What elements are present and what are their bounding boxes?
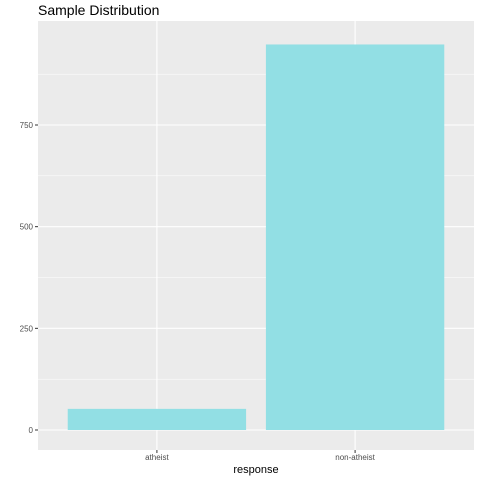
x-tick-label: atheist [145, 453, 169, 462]
chart-title: Sample Distribution [38, 2, 159, 18]
y-tick-label: 750 [20, 121, 34, 130]
y-tick-label: 500 [20, 223, 34, 232]
y-axis: 0 250 500 750 [20, 121, 38, 435]
x-axis-title: response [233, 464, 278, 476]
x-axis: atheist non-atheist [145, 450, 376, 462]
y-tick-label: 250 [20, 324, 34, 333]
y-tick-label: 0 [29, 426, 34, 435]
bar-series [67, 44, 445, 430]
bar-non-atheist [265, 44, 445, 430]
x-tick-label: non-atheist [335, 453, 375, 462]
bar-atheist [67, 408, 247, 430]
